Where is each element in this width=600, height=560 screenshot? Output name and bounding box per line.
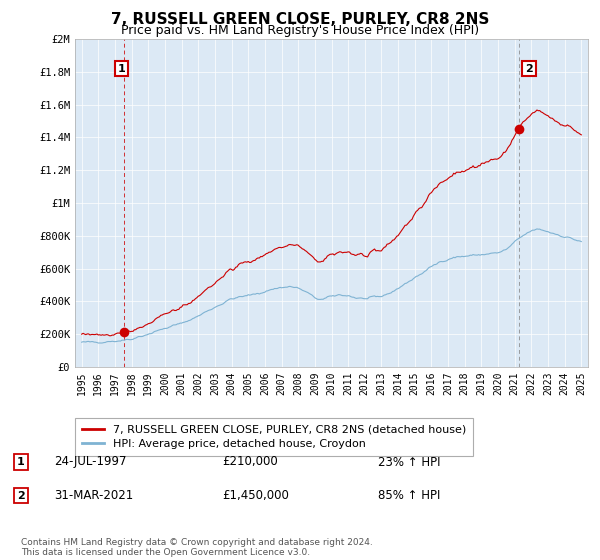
Text: Price paid vs. HM Land Registry's House Price Index (HPI): Price paid vs. HM Land Registry's House … bbox=[121, 24, 479, 37]
Text: 2: 2 bbox=[525, 64, 533, 74]
Text: Contains HM Land Registry data © Crown copyright and database right 2024.
This d: Contains HM Land Registry data © Crown c… bbox=[21, 538, 373, 557]
Text: 85% ↑ HPI: 85% ↑ HPI bbox=[378, 489, 440, 502]
Text: 7, RUSSELL GREEN CLOSE, PURLEY, CR8 2NS: 7, RUSSELL GREEN CLOSE, PURLEY, CR8 2NS bbox=[111, 12, 489, 27]
Text: 1: 1 bbox=[17, 457, 25, 467]
Text: 23% ↑ HPI: 23% ↑ HPI bbox=[378, 455, 440, 469]
Text: 31-MAR-2021: 31-MAR-2021 bbox=[54, 489, 133, 502]
Text: 24-JUL-1997: 24-JUL-1997 bbox=[54, 455, 127, 469]
Text: £1,450,000: £1,450,000 bbox=[222, 489, 289, 502]
Legend: 7, RUSSELL GREEN CLOSE, PURLEY, CR8 2NS (detached house), HPI: Average price, de: 7, RUSSELL GREEN CLOSE, PURLEY, CR8 2NS … bbox=[76, 418, 473, 456]
Text: 2: 2 bbox=[17, 491, 25, 501]
Text: £210,000: £210,000 bbox=[222, 455, 278, 469]
Text: 1: 1 bbox=[118, 64, 125, 74]
